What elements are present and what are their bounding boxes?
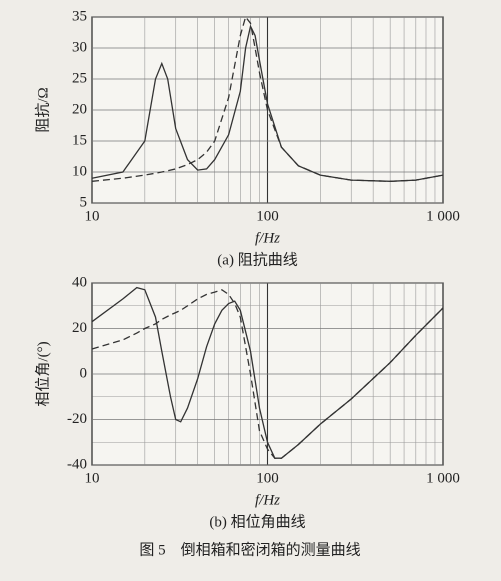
y-tick-label: 35 [72,8,87,24]
y-tick-label: 20 [72,320,87,336]
data-line [91,24,444,182]
y-tick-label: 0 [80,365,88,381]
x-tick-label: 1 000 [426,208,460,224]
y-tick-label: -20 [67,411,87,427]
x-tick-label: 100 [256,470,279,486]
y-tick-label: 5 [80,194,88,210]
x-axis-label: f/Hz [255,230,280,246]
y-tick-label: 30 [72,39,87,55]
x-tick-label: 10 [85,470,100,486]
figure-caption: 图 5 倒相箱和密闭箱的测量曲线 [139,541,360,558]
x-tick-label: 10 [85,208,100,224]
y-tick-label: 15 [72,132,87,148]
x-tick-label: 1 000 [426,470,460,486]
y-tick-label: 40 [72,274,87,290]
y-tick-label: -40 [67,456,87,472]
y-axis-label: 阻抗/Ω [34,87,51,132]
y-axis-label: 相位角/(°) [34,341,51,406]
x-tick-label: 100 [256,208,279,224]
data-line [91,15,444,182]
x-axis-label: f/Hz [255,492,280,508]
chart-subtitle: (a) 阻抗曲线 [217,251,297,268]
chart-subtitle: (b) 相位角曲线 [209,513,305,530]
data-line [91,289,444,459]
y-tick-label: 20 [72,101,87,117]
y-tick-label: 10 [72,163,87,179]
y-tick-label: 25 [72,70,87,86]
